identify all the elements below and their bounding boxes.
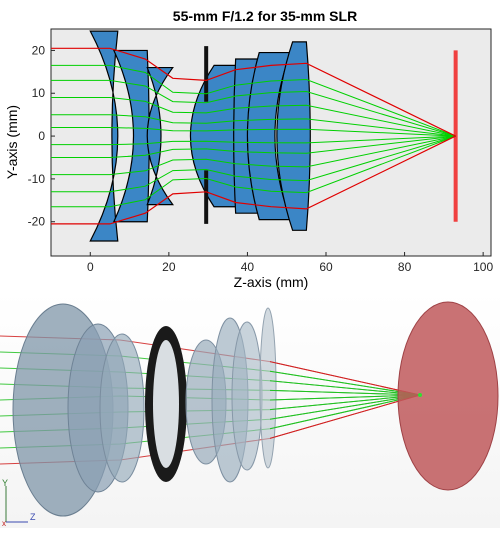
3d-image-sensor	[397, 301, 499, 491]
x-tick-label: 0	[87, 260, 94, 274]
3d-axis-x-label: x	[2, 519, 6, 528]
y-tick-label: 20	[32, 43, 46, 57]
3d-ray-front-1	[269, 361, 421, 396]
green-ray-1	[51, 135, 456, 208]
x-tick-label: 60	[319, 260, 333, 274]
3d-ray-front-9	[269, 394, 421, 439]
x-tick-label: 100	[473, 260, 493, 274]
3d-render-panel: Y Z x	[0, 292, 500, 528]
marginal-ray-1	[51, 47, 456, 137]
y-axis-label: Y-axis (mm)	[4, 105, 20, 179]
lens-element-1	[89, 30, 119, 242]
green-ray-4	[51, 135, 456, 158]
3d-ray-front-8	[269, 394, 421, 430]
y-tick-label: -20	[28, 215, 46, 229]
3d-axis-z-label: Z	[30, 512, 36, 522]
green-ray-5	[51, 135, 456, 146]
3d-axis-triad: Y Z x	[2, 478, 36, 528]
3d-lens-element-6	[231, 321, 263, 471]
rays-group	[51, 47, 456, 225]
green-ray-2	[51, 135, 456, 193]
ray-trace-plot-panel: 55-mm F/1.2 for 35-mm SLR 0 20 40 60 80 100 -2…	[4, 8, 494, 290]
3d-lens-element-7	[259, 307, 277, 469]
x-tick-label: 40	[241, 260, 255, 274]
3d-lens-element-3	[99, 333, 145, 483]
ray-trace-chart: 55-mm F/1.2 for 35-mm SLR 0 20 40 60 80 100-2…	[4, 8, 494, 290]
chart-title: 55-mm F/1.2 for 35-mm SLR	[173, 8, 357, 24]
marginal-ray-2	[51, 135, 456, 225]
3d-ray-front-2	[269, 370, 421, 396]
green-ray-7	[51, 114, 456, 137]
lens-element-3	[146, 66, 174, 206]
lens-element-7	[276, 41, 311, 231]
lens-elements-group	[89, 30, 458, 242]
3d-ray-front-7	[269, 394, 421, 420]
3d-aperture-opening	[153, 340, 179, 468]
green-ray-3	[51, 135, 456, 176]
axis-ticks-group: 0 20 40 60 80 100 -20 -10 0 10 20	[28, 43, 494, 274]
3d-focus-point	[418, 393, 422, 397]
green-ray-6	[51, 127, 456, 137]
3d-ray-front-5	[269, 394, 421, 401]
y-tick-label: 0	[38, 129, 45, 143]
y-tick-label: -10	[28, 172, 46, 186]
green-ray-10	[51, 64, 456, 137]
3d-lens-render: Y Z x	[0, 292, 500, 528]
lens-element-2	[112, 49, 150, 223]
3d-ray-front-3	[269, 380, 421, 396]
y-tick-label: 10	[32, 86, 46, 100]
3d-ray-front-6	[269, 394, 421, 411]
green-ray-8	[51, 97, 456, 137]
x-axis-label: Z-axis (mm)	[234, 274, 309, 290]
x-tick-label: 80	[398, 260, 412, 274]
3d-ray-front-4	[269, 389, 421, 396]
3d-axis-y-label: Y	[2, 478, 8, 488]
green-ray-9	[51, 79, 456, 137]
x-tick-label: 20	[162, 260, 176, 274]
3d-rays-front-group	[269, 361, 421, 439]
